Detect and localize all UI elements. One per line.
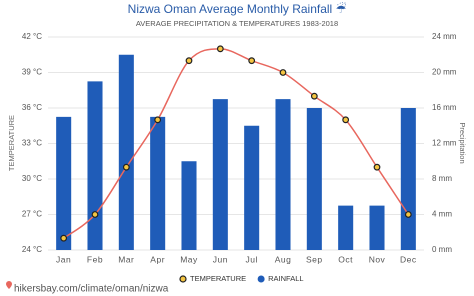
x-tick-label: Jan	[56, 254, 71, 264]
bar	[275, 99, 291, 250]
x-tick-label: Feb	[87, 254, 103, 264]
temperature-point	[154, 116, 162, 124]
x-tick-label: Apr	[150, 254, 165, 264]
y-tick-label: 42 °C	[22, 32, 42, 41]
x-tick-label: Jun	[213, 254, 228, 264]
y2-tick-label: 8 mm	[432, 174, 452, 183]
chart-subtitle: AVERAGE PRECIPITATION & TEMPERATURES 198…	[136, 19, 338, 28]
bar	[400, 108, 416, 250]
temperature-point	[60, 234, 68, 242]
bar	[87, 81, 103, 250]
y-tick-label: 36 °C	[22, 103, 42, 112]
bar	[56, 116, 72, 250]
legend-label: RAINFALL	[268, 274, 303, 283]
pin-icon	[6, 281, 12, 289]
temperature-point	[122, 163, 130, 171]
y2-tick-label: 16 mm	[432, 103, 457, 112]
x-tick-label: Dec	[400, 254, 417, 264]
temperature-point	[342, 116, 350, 124]
bar	[369, 205, 385, 250]
y-tick-label: 39 °C	[22, 68, 42, 77]
legend-marker	[257, 275, 265, 283]
bar	[212, 99, 228, 250]
y2-tick-label: 0 mm	[432, 245, 452, 254]
x-tick-label: Jul	[245, 254, 257, 264]
y2-tick-label: 24 mm	[432, 32, 457, 41]
legend-label: TEMPERATURE	[190, 274, 246, 283]
temperature-point	[91, 211, 99, 218]
x-tick-label: Aug	[275, 254, 292, 264]
bar	[150, 116, 166, 250]
bar	[118, 54, 134, 250]
bar	[306, 108, 322, 250]
x-tick-label: Mar	[118, 254, 134, 264]
temperature-point	[248, 57, 256, 65]
x-tick-label: Nov	[369, 254, 386, 264]
bar	[338, 205, 354, 250]
bar	[244, 125, 260, 250]
chart-title: Nizwa Oman Average Monthly Rainfall ☔	[128, 1, 347, 16]
x-tick-label: Oct	[338, 254, 353, 264]
y-tick-label: 27 °C	[22, 210, 42, 219]
x-tick-label: May	[180, 254, 198, 264]
y-axis-title: TEMPERATURE	[7, 115, 16, 171]
x-tick-label: Sep	[306, 254, 323, 264]
y2-tick-label: 12 mm	[432, 139, 457, 148]
temperature-point	[404, 211, 412, 218]
temperature-point	[373, 163, 381, 171]
bar	[181, 161, 197, 250]
temperature-point	[310, 92, 318, 100]
y-tick-label: 33 °C	[22, 139, 42, 148]
y2-tick-label: 4 mm	[432, 210, 452, 219]
temperature-point	[279, 69, 287, 76]
legend-marker	[179, 275, 187, 283]
y2-tick-label: 20 mm	[432, 68, 457, 77]
y2-axis-title: Precipitation	[458, 122, 467, 163]
y-tick-label: 30 °C	[22, 174, 42, 183]
temperature-point	[185, 57, 193, 65]
temperature-point	[216, 45, 224, 53]
y-tick-label: 24 °C	[22, 245, 42, 254]
source-link[interactable]: hikersbay.com/climate/oman/nizwa	[14, 284, 169, 295]
